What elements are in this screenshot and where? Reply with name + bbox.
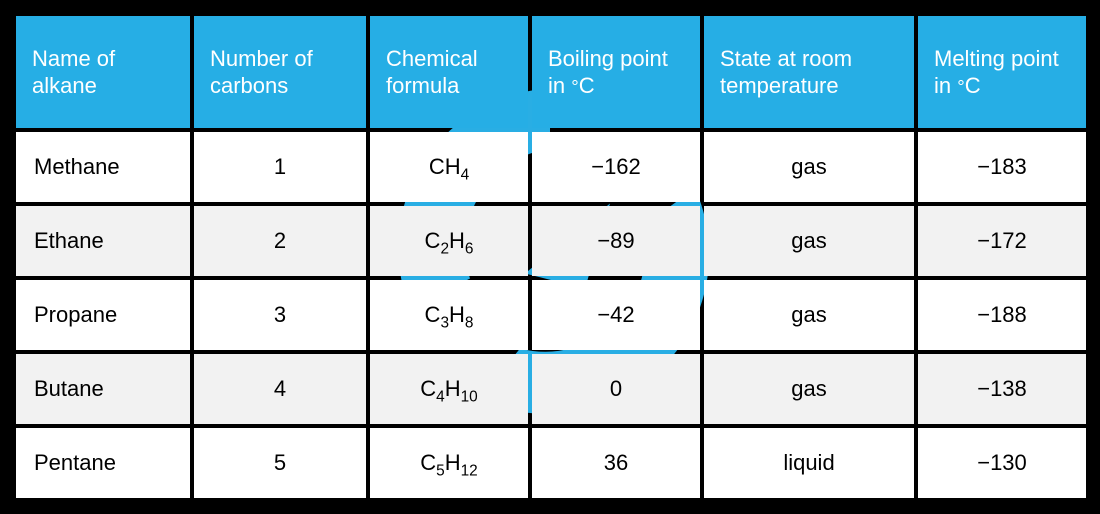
cell-formula: C4H10 [370,354,528,424]
col-mp-label: Melting point in °C [934,46,1059,99]
cell-formula: CH4 [370,132,528,202]
cell-name: Pentane [16,428,190,498]
col-state: State at room temperature [704,16,914,128]
cell-mp: −172 [918,206,1086,276]
cell-bp: −162 [532,132,700,202]
cell-carbons: 5 [194,428,366,498]
col-carbons: Number of carbons [194,16,366,128]
cell-formula: C5H12 [370,428,528,498]
cell-carbons: 3 [194,280,366,350]
cell-name: Methane [16,132,190,202]
cell-bp: 0 [532,354,700,424]
col-name: Name of alkane [16,16,190,128]
cell-name: Ethane [16,206,190,276]
table-header-row: Name of alkane Number of carbons Chemica… [16,16,1086,128]
cell-formula: C3H8 [370,280,528,350]
cell-carbons: 4 [194,354,366,424]
table-row: Propane 3 C3H8 −42 gas −188 [16,280,1086,350]
cell-state: gas [704,132,914,202]
cell-carbons: 1 [194,132,366,202]
col-bp-label: Boiling point in °C [548,46,668,99]
cell-bp: −89 [532,206,700,276]
col-formula: Chemical formula [370,16,528,128]
alkane-properties-table: Name of alkane Number of carbons Chemica… [12,12,1090,502]
col-bp: Boiling point in °C [532,16,700,128]
cell-formula: C2H6 [370,206,528,276]
table-row: Ethane 2 C2H6 −89 gas −172 [16,206,1086,276]
cell-carbons: 2 [194,206,366,276]
cell-bp: −42 [532,280,700,350]
cell-mp: −188 [918,280,1086,350]
table-row: Butane 4 C4H10 0 gas −138 [16,354,1086,424]
cell-state: liquid [704,428,914,498]
table-row: Pentane 5 C5H12 36 liquid −130 [16,428,1086,498]
cell-name: Propane [16,280,190,350]
cell-mp: −183 [918,132,1086,202]
table-row: Methane 1 CH4 −162 gas −183 [16,132,1086,202]
col-mp: Melting point in °C [918,16,1086,128]
cell-state: gas [704,206,914,276]
cell-mp: −130 [918,428,1086,498]
cell-bp: 36 [532,428,700,498]
cell-state: gas [704,354,914,424]
cell-mp: −138 [918,354,1086,424]
cell-name: Butane [16,354,190,424]
cell-state: gas [704,280,914,350]
